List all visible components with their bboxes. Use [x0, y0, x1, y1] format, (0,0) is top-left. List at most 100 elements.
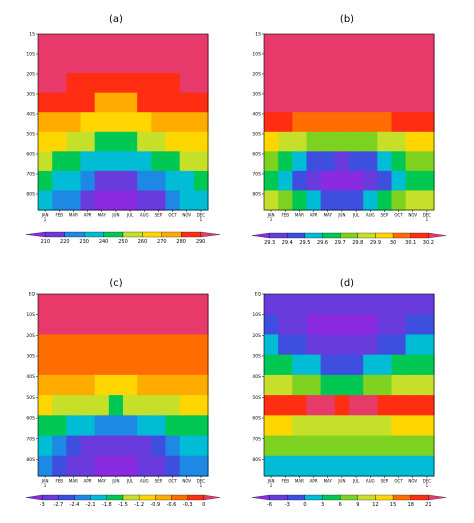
heat-cell — [292, 34, 308, 55]
panel-title: (a) — [109, 14, 123, 25]
x-tick-label: AUG — [140, 479, 149, 484]
heat-cell — [108, 314, 124, 336]
heat-cell — [377, 374, 393, 396]
heat-cell — [334, 314, 350, 336]
heat-cell — [363, 34, 378, 55]
y-tick-label: EQ — [29, 292, 36, 298]
heat-cell — [391, 374, 407, 396]
heat-cell — [151, 314, 167, 336]
heat-cell — [137, 112, 152, 133]
colorbar-label: 250 — [118, 239, 128, 245]
colorbar-segment — [106, 494, 124, 501]
heat-cell — [165, 395, 181, 416]
heat-cell — [123, 92, 138, 113]
heat-cell — [278, 294, 293, 315]
heat-cell — [320, 151, 336, 172]
heat-cell — [264, 131, 279, 152]
colorbar-label: -1.8 — [102, 502, 112, 508]
x-tick-label: NOV — [408, 213, 417, 218]
heat-cell — [405, 374, 421, 396]
heat-cell — [292, 73, 308, 94]
colorbar-label: 29.6 — [317, 240, 328, 246]
x-tick-label: JUN — [111, 479, 119, 484]
colorbar-segment — [269, 494, 288, 501]
heat-cell — [292, 112, 308, 133]
heat-cell — [151, 92, 167, 113]
colorbar-label: 29.3 — [264, 240, 275, 246]
heat-cell — [193, 131, 209, 152]
x-tick-label: JUN — [337, 213, 345, 218]
heat-cell — [179, 334, 195, 356]
heat-cell — [405, 455, 421, 477]
heat-cell — [52, 354, 67, 376]
heat-cell — [391, 354, 407, 376]
heat-cell — [306, 34, 322, 55]
heat-cell — [264, 73, 279, 94]
heat-cell — [363, 334, 378, 356]
heat-cell — [349, 294, 364, 315]
heat-cell — [80, 131, 96, 152]
heat-cell — [151, 395, 167, 416]
panel-title: (c) — [109, 278, 123, 289]
colorbar-label: 30.1 — [405, 240, 416, 246]
heat-cell — [278, 395, 293, 416]
heat-cell — [405, 435, 421, 457]
colorbar-label: -0.9 — [150, 502, 160, 508]
heat-cell — [363, 112, 378, 133]
colorbar-segment — [42, 494, 59, 501]
heat-cell — [165, 314, 181, 336]
colorbar-segment — [410, 232, 429, 239]
heat-cell — [334, 435, 350, 457]
heat-cell — [137, 415, 152, 437]
heat-cell — [38, 73, 53, 94]
heat-cell — [179, 395, 195, 416]
heat-cell — [137, 334, 152, 356]
x-tick-label: APR — [310, 479, 318, 484]
x-tick-label: MAY — [98, 479, 107, 484]
heat-cell — [80, 395, 96, 416]
colorbar-label: 29.5 — [299, 240, 310, 246]
heat-cell — [66, 112, 82, 133]
heat-cell — [66, 73, 82, 94]
heat-cell — [151, 374, 167, 396]
colorbar-label: 220 — [60, 239, 70, 245]
y-tick-label: 10S — [26, 52, 35, 58]
heat-cell — [165, 53, 181, 74]
heat-cell — [391, 395, 407, 416]
x-tick-sublabel: 1 — [44, 483, 47, 488]
y-tick-label: 10S — [252, 312, 261, 318]
heat-cell — [405, 294, 421, 315]
plot-frame — [263, 293, 435, 477]
heat-cell — [94, 34, 110, 55]
heat-cell — [151, 435, 167, 457]
x-tick-label: MAY — [324, 479, 333, 484]
heat-cell — [179, 455, 195, 477]
heat-cell — [94, 131, 110, 152]
heat-cell — [108, 170, 124, 192]
y-tick-label: 60S — [252, 416, 261, 422]
heat-cell — [419, 131, 435, 152]
heat-cell — [419, 151, 435, 172]
heat-cell — [193, 395, 209, 416]
heat-cell — [38, 374, 53, 396]
heat-cell — [320, 374, 336, 396]
heat-cell — [193, 334, 209, 356]
colorbar-label: 270 — [157, 239, 167, 245]
heat-cell — [108, 374, 124, 396]
heat-cell — [377, 34, 393, 55]
heat-cell — [334, 151, 350, 172]
heat-cell — [377, 170, 393, 192]
heat-cell — [363, 170, 378, 192]
colorbar-label: 230 — [79, 239, 89, 245]
heat-cell — [80, 53, 96, 74]
heat-cell — [108, 34, 124, 55]
heat-cell — [108, 190, 124, 211]
y-tick-label: 10S — [252, 52, 261, 58]
heat-cell — [306, 73, 322, 94]
x-tick-label: JAN — [267, 213, 275, 218]
heat-cell — [137, 73, 152, 94]
heat-cell — [349, 151, 364, 172]
